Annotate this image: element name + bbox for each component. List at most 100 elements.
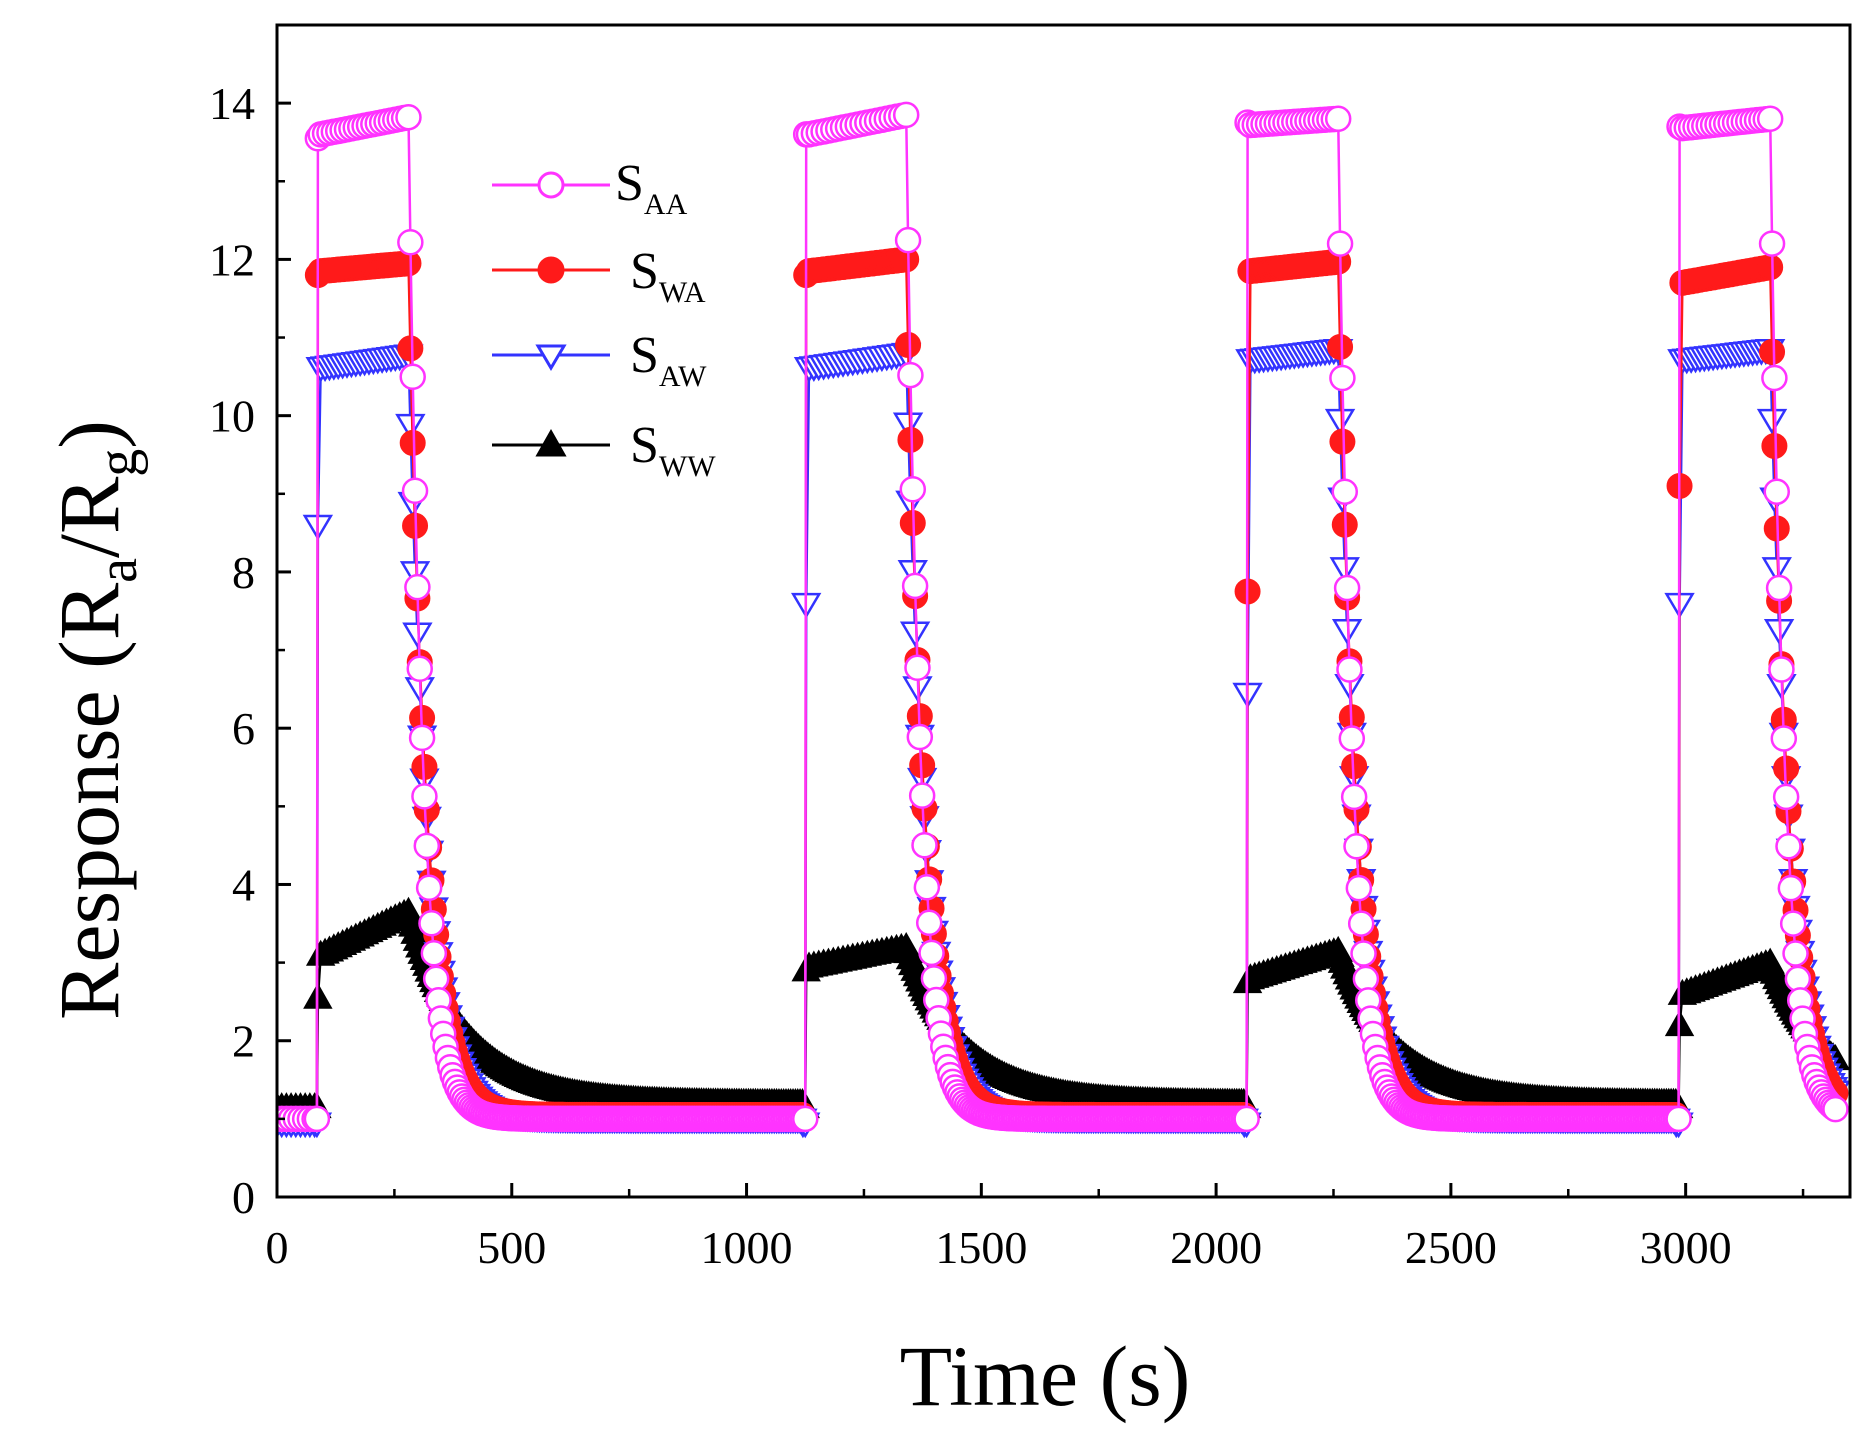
series-saa <box>277 101 1849 1133</box>
data-point-saa <box>1326 230 1354 257</box>
axis-ticks <box>275 101 1805 1199</box>
legend-label-swa-main: S <box>630 243 659 300</box>
legend-marker-saw <box>535 344 567 371</box>
axis-tick-labels: 0 500 1000 1500 2000 2500 3000 0 2 4 6 8 10 12 14 <box>209 78 1732 1273</box>
data-point-saa <box>911 831 938 859</box>
data-point-saa <box>422 965 450 992</box>
legend-marker-sww <box>535 428 567 457</box>
data-point-saa <box>920 965 948 992</box>
y-axis-title-sub1: a <box>87 558 149 583</box>
data-point-saa <box>901 572 929 600</box>
data-point-saa <box>915 909 943 937</box>
legend-marker-saa <box>537 171 565 199</box>
data-point-swa <box>1759 338 1786 365</box>
x-tick-label: 1500 <box>935 1222 1027 1273</box>
y-axis-title-prefix: Response (R <box>41 582 137 1020</box>
legend-label-sww-main: S <box>630 417 659 474</box>
data-point-saa <box>1331 478 1359 505</box>
y-tick-label: 4 <box>232 859 255 910</box>
legend-label-saw: SAW <box>630 327 707 393</box>
y-tick-label: 6 <box>232 703 255 754</box>
data-point-saa <box>913 873 941 901</box>
data-point-saa <box>1761 364 1788 392</box>
data-point-saa <box>1782 940 1809 967</box>
data-point-saa <box>1324 105 1352 133</box>
data-point-saw <box>1756 408 1788 435</box>
data-point-saa <box>1822 1095 1849 1123</box>
legend-label-saa: SAA <box>615 155 688 221</box>
legend-entry-saw: SAW <box>492 327 707 393</box>
y-tick-label: 14 <box>209 78 255 129</box>
legend: SAA SWA SAW SWW <box>492 155 716 483</box>
legend-entry-swa: SWA <box>492 243 706 309</box>
series-layer <box>277 101 1850 1139</box>
data-point-saa <box>1340 783 1368 811</box>
legend-label-saa-main: S <box>615 155 644 212</box>
series-saw <box>277 339 1850 1139</box>
data-point-saa <box>303 1105 331 1133</box>
data-point-saa <box>397 228 424 256</box>
data-point-saa <box>401 477 429 504</box>
data-point-saa <box>1233 1105 1260 1133</box>
data-point-saa <box>1770 725 1798 752</box>
data-point-saa <box>1784 965 1812 993</box>
data-point-saa <box>1768 656 1795 683</box>
data-point-saa <box>904 654 931 681</box>
y-axis-title-suffix: ) <box>41 420 137 449</box>
data-point-saa <box>418 910 445 937</box>
data-point-saa <box>1343 833 1370 860</box>
data-point-saa <box>413 832 441 860</box>
x-axis-title: Time (s) <box>900 1328 1191 1424</box>
x-tick-label: 1000 <box>701 1222 793 1273</box>
legend-label-swa-sub: WA <box>659 276 706 309</box>
y-tick-label: 12 <box>209 234 255 285</box>
data-point-saa <box>1352 965 1380 993</box>
data-point-saa <box>404 573 431 601</box>
series-swa <box>277 246 1849 1132</box>
data-point-saa <box>894 226 922 254</box>
data-point-saa <box>1333 574 1361 602</box>
data-point-saa <box>420 940 448 967</box>
data-point-saa <box>399 363 426 391</box>
x-tick-label: 3000 <box>1640 1222 1732 1273</box>
data-point-saw <box>1324 408 1356 435</box>
x-tick-label: 2000 <box>1170 1222 1262 1273</box>
data-point-saa <box>1779 910 1807 937</box>
y-axis-title-sub2: g <box>87 449 149 477</box>
data-point-saa <box>1338 725 1366 752</box>
data-point-saa <box>406 655 433 683</box>
legend-label-saw-sub: AW <box>659 360 707 393</box>
data-point-saa <box>411 783 438 810</box>
data-point-saa <box>899 476 927 503</box>
data-point-saa <box>897 361 924 389</box>
data-point-saa <box>1329 364 1356 392</box>
data-point-swa <box>1757 254 1784 281</box>
series-line-saa <box>277 113 1837 1121</box>
data-point-saa <box>906 723 934 751</box>
data-point-saa <box>1763 478 1790 505</box>
x-tick-label: 2500 <box>1405 1222 1497 1273</box>
legend-label-saa-sub: AA <box>644 188 688 221</box>
data-point-saw <box>395 413 426 440</box>
data-point-saa <box>892 101 920 129</box>
legend-label-sww: SWW <box>630 417 716 483</box>
legend-marker-swa <box>537 256 565 284</box>
data-point-swa <box>1327 333 1354 360</box>
data-point-saa <box>1772 783 1800 811</box>
data-point-saa <box>791 1105 819 1133</box>
data-point-saa <box>408 724 436 752</box>
data-point-saa <box>395 103 422 131</box>
data-point-saw <box>892 412 924 439</box>
legend-entry-saa: SAA <box>492 155 688 221</box>
y-axis-title: Response (Ra/Rg) <box>41 420 149 1020</box>
data-point-saa <box>908 782 936 809</box>
y-tick-label: 10 <box>209 391 255 442</box>
legend-label-swa: SWA <box>630 243 706 309</box>
y-tick-label: 0 <box>232 1172 255 1223</box>
y-tick-label: 2 <box>232 1016 255 1067</box>
series-line-saw <box>277 347 1837 1125</box>
data-point-swa <box>895 331 922 358</box>
legend-label-sww-sub: WW <box>659 450 716 483</box>
data-point-saa <box>1345 874 1373 902</box>
